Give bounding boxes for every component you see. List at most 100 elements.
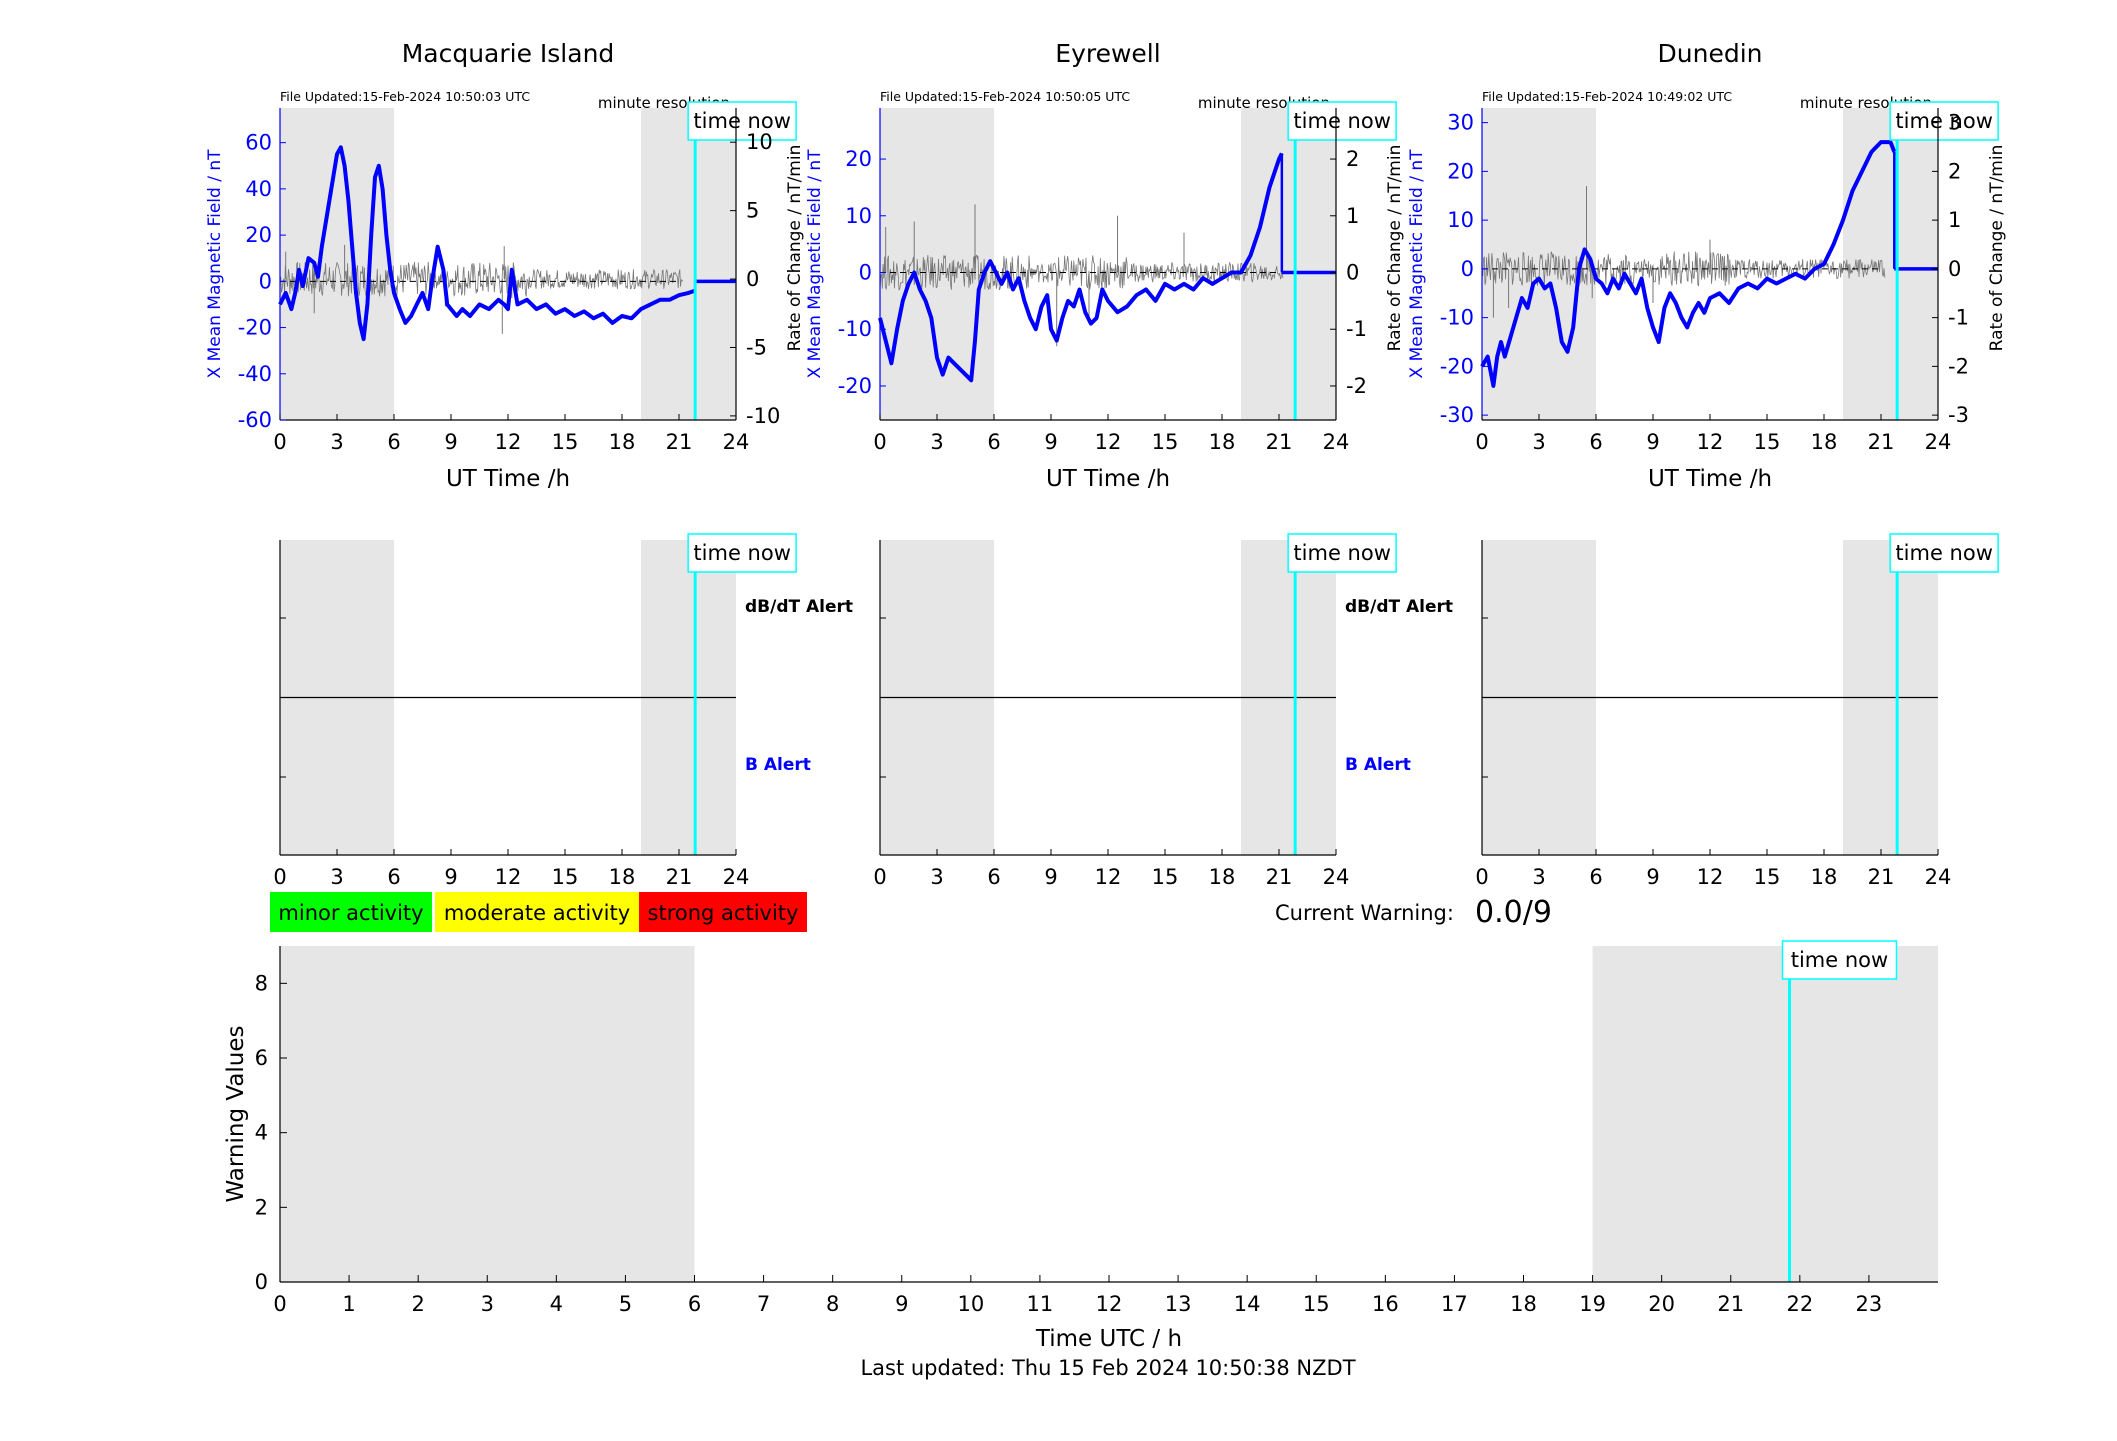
- file-updated: File Updated:15-Feb-2024 10:50:05 UTC: [880, 89, 1130, 104]
- x-tick-label: 21: [666, 865, 693, 889]
- x-tick-label: 21: [1266, 865, 1293, 889]
- x-tick-label: 12: [1095, 430, 1122, 454]
- rate-series: [879, 254, 1284, 291]
- y-left-tick-label: -30: [1440, 403, 1474, 427]
- x-tick-label: 13: [1165, 1292, 1192, 1316]
- y-left-tick-label: 60: [245, 131, 272, 155]
- x-tick-label: 9: [444, 865, 457, 889]
- y-right-tick-label: 0: [746, 267, 759, 291]
- x-tick-label: 5: [619, 1292, 632, 1316]
- y-right-tick-label: 2: [1346, 147, 1359, 171]
- time-now-label: time now: [1293, 109, 1390, 133]
- x-tick-label: 9: [1646, 430, 1659, 454]
- time-now-box: [687, 101, 797, 141]
- y-left-label: X Mean Magnetic Field / nT: [1407, 149, 1427, 379]
- y-left-tick-label: 0: [859, 261, 872, 285]
- y-left-tick-label: -20: [1440, 354, 1474, 378]
- alert-panel-0: time now 0 3 6 9 12 15 18 21 24 dB/dT Alert B Alert: [273, 533, 853, 889]
- shaded-region-1: [641, 108, 736, 420]
- y-left-tick-label: -20: [238, 316, 272, 340]
- x-tick-label: 2: [411, 1292, 424, 1316]
- x-tick-label: 16: [1372, 1292, 1399, 1316]
- x-tick-label: 20: [1648, 1292, 1675, 1316]
- x-tick-label: 6: [987, 430, 1000, 454]
- x-tick-label: 15: [1152, 865, 1179, 889]
- x-tick-label: 7: [757, 1292, 770, 1316]
- x-tick-label: 0: [873, 430, 886, 454]
- x-tick-label: 18: [609, 430, 636, 454]
- x-tick-label: 18: [1209, 430, 1236, 454]
- y-right-tick-label: 3: [1948, 111, 1961, 135]
- x-tick-label: 21: [666, 430, 693, 454]
- x-tick-label: 0: [1475, 430, 1488, 454]
- time-now-box: [1287, 533, 1397, 573]
- y-right-tick-label: 1: [1948, 208, 1961, 232]
- y-left-tick-label: 10: [845, 204, 872, 228]
- x-tick-label: 3: [330, 865, 343, 889]
- dbdt-alert-label: dB/dT Alert: [745, 597, 853, 617]
- x-tick-label: 21: [1266, 430, 1293, 454]
- x-tick-label: 18: [1510, 1292, 1537, 1316]
- x-tick-label: 24: [1925, 865, 1952, 889]
- x-tick-label: 15: [552, 430, 579, 454]
- dbdt-alert-label: dB/dT Alert: [1345, 597, 1453, 617]
- station-panel-2: Dunedin File Updated:15-Feb-2024 10:49:02…: [1407, 39, 2007, 492]
- y-left-tick-label: 0: [259, 269, 272, 293]
- x-tick-label: 15: [1303, 1292, 1330, 1316]
- station-panel-1: Eyrewell File Updated:15-Feb-2024 10:50:0…: [805, 39, 1405, 492]
- y-left-tick-label: 40: [245, 177, 272, 201]
- y-left-tick-label: -10: [838, 317, 872, 341]
- y-right-tick-label: 0: [1948, 257, 1961, 281]
- field-series: [278, 145, 696, 342]
- station-title: Dunedin: [1658, 39, 1763, 68]
- field-series: [878, 152, 1284, 383]
- x-tick-label: 0: [273, 1292, 286, 1316]
- y-right-tick-label: 5: [746, 199, 759, 223]
- x-tick-label: 6: [387, 430, 400, 454]
- x-axis-label: Time UTC / h: [1035, 1326, 1182, 1352]
- shaded-region-0: [1482, 108, 1596, 420]
- x-tick-label: 12: [1697, 865, 1724, 889]
- x-tick-label: 0: [873, 865, 886, 889]
- shaded-region-1: [1843, 108, 1938, 420]
- y-left-tick-label: 30: [1447, 111, 1474, 135]
- activity-legend: minor activity moderate activity strong …: [270, 892, 807, 932]
- x-tick-label: 3: [330, 430, 343, 454]
- x-tick-label: 12: [1697, 430, 1724, 454]
- current-warning-value: 0.0/9: [1475, 895, 1552, 930]
- x-tick-label: 15: [552, 865, 579, 889]
- y-right-tick-label: -10: [746, 404, 780, 428]
- y-right-tick-label: 2: [1948, 159, 1961, 183]
- legend-moderate-swatch: [435, 892, 639, 932]
- legend-minor-label: minor activity: [278, 901, 423, 925]
- y-left-tick-label: -10: [1440, 306, 1474, 330]
- shaded-region-1: [1592, 946, 1938, 1282]
- x-tick-label: 21: [1868, 865, 1895, 889]
- y-right-label: Rate of Change / nT/min: [785, 145, 805, 352]
- y-right-tick-label: -5: [746, 335, 767, 359]
- time-now-box: [1287, 101, 1397, 141]
- x-tick-label: 3: [481, 1292, 494, 1316]
- x-tick-label: 3: [1532, 430, 1545, 454]
- x-tick-label: 6: [387, 865, 400, 889]
- legend-strong-swatch: [639, 892, 807, 932]
- x-axis-label: UT Time /h: [1046, 466, 1170, 492]
- x-axis-label: UT Time /h: [446, 466, 570, 492]
- y-left-label: X Mean Magnetic Field / nT: [205, 149, 225, 379]
- x-tick-label: 17: [1441, 1292, 1468, 1316]
- time-now-label: time now: [1895, 541, 1992, 565]
- y-right-tick-label: 1: [1346, 204, 1359, 228]
- y-left-tick-label: -60: [238, 408, 272, 432]
- x-tick-label: 3: [1532, 865, 1545, 889]
- x-tick-label: 9: [1044, 865, 1057, 889]
- x-tick-label: 9: [1646, 865, 1659, 889]
- y-right-tick-label: -1: [1346, 317, 1367, 341]
- x-tick-label: 15: [1754, 865, 1781, 889]
- y-tick-label: 2: [255, 1195, 268, 1219]
- y-tick-label: 0: [255, 1270, 268, 1294]
- station-title: Macquarie Island: [402, 39, 615, 68]
- file-updated: File Updated:15-Feb-2024 10:49:02 UTC: [1482, 89, 1732, 104]
- x-tick-label: 19: [1579, 1292, 1606, 1316]
- y-left-tick-label: 20: [245, 223, 272, 247]
